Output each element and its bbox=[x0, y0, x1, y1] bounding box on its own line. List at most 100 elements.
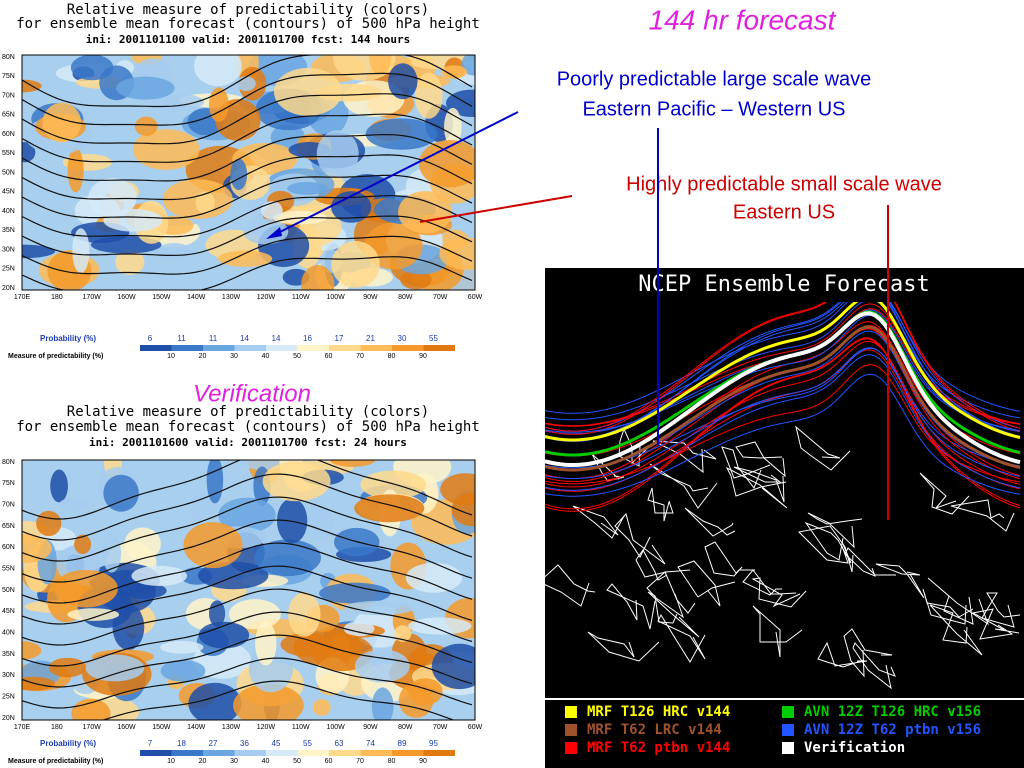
lat-label: 55N bbox=[2, 566, 15, 573]
annotation: Highly predictable small scale wave bbox=[626, 173, 942, 195]
height-contour bbox=[22, 542, 473, 604]
panel-title: Relative measure of predictability (colo… bbox=[67, 2, 429, 18]
lon-label: 90W bbox=[363, 294, 378, 301]
lon-label: 180 bbox=[51, 294, 63, 301]
legend-swatch bbox=[565, 742, 577, 754]
map bbox=[22, 460, 475, 720]
height-contour bbox=[22, 473, 473, 541]
predictability-patch bbox=[388, 63, 418, 100]
probability-value: 89 bbox=[398, 739, 407, 748]
colorbar-cell bbox=[266, 345, 298, 351]
legend-label: MRF T62 ptbn v144 bbox=[587, 740, 730, 756]
colorbar-cell bbox=[360, 750, 392, 756]
predictability-patch bbox=[261, 201, 283, 220]
predictability-patch bbox=[330, 460, 376, 467]
lat-label: 25N bbox=[2, 694, 15, 701]
map-frame bbox=[21, 459, 476, 721]
probability-value: 55 bbox=[429, 334, 438, 343]
predictability-patch bbox=[217, 250, 273, 267]
lon-label: 140W bbox=[187, 724, 206, 731]
coastline bbox=[843, 628, 893, 678]
predictability-patch bbox=[195, 191, 215, 214]
lon-label: 160W bbox=[117, 724, 136, 731]
lat-label: 60N bbox=[2, 131, 15, 138]
predictability-patch bbox=[369, 55, 392, 75]
colorbar-cell bbox=[392, 750, 424, 756]
coastline bbox=[733, 466, 785, 503]
colorbar-cell bbox=[423, 345, 455, 351]
measure-value: 60 bbox=[325, 758, 333, 765]
predictability-patch bbox=[132, 129, 200, 170]
predictability-patch bbox=[198, 561, 269, 590]
lon-label: 100W bbox=[326, 294, 345, 301]
height-contour bbox=[22, 496, 473, 562]
ensemble-contour bbox=[545, 314, 1021, 433]
colorbar-cell bbox=[266, 750, 298, 756]
pointer bbox=[271, 111, 519, 237]
coastline bbox=[677, 560, 736, 607]
coastline bbox=[646, 571, 696, 619]
ensemble-contour bbox=[545, 373, 1021, 497]
predictability-patch bbox=[183, 522, 243, 569]
probability-value: 18 bbox=[177, 739, 186, 748]
lon-label: 120W bbox=[257, 294, 276, 301]
predictability-patch bbox=[156, 242, 192, 261]
measure-value: 60 bbox=[325, 353, 333, 360]
coastline bbox=[981, 592, 1021, 628]
coastline bbox=[795, 425, 851, 471]
predictability-patch bbox=[124, 527, 161, 561]
height-contour bbox=[22, 93, 473, 145]
predictability-patch bbox=[273, 67, 343, 116]
ensemble-contour bbox=[545, 354, 1021, 491]
predictability-patch bbox=[331, 240, 380, 288]
ensemble-title: NCEP Ensemble Forecast bbox=[638, 272, 929, 297]
ensemble-contour bbox=[545, 302, 1021, 432]
predictability-patch bbox=[218, 497, 276, 533]
predictability-patch bbox=[440, 473, 475, 506]
lat-label: 45N bbox=[2, 189, 15, 196]
predictability-patch bbox=[67, 608, 120, 621]
legend-label: MRF T62 LRC v144 bbox=[587, 722, 722, 738]
measure-value: 80 bbox=[388, 758, 396, 765]
lon-label: 60W bbox=[468, 724, 483, 731]
measure-value: 10 bbox=[167, 758, 175, 765]
measure-label: Measure of predictability (%) bbox=[8, 758, 103, 765]
predictability-patch bbox=[103, 474, 139, 512]
measure-value: 90 bbox=[419, 758, 427, 765]
coastline bbox=[635, 549, 691, 581]
probability-value: 14 bbox=[240, 334, 249, 343]
predictability-patch bbox=[58, 497, 89, 512]
predictability-patch bbox=[288, 592, 321, 637]
predictability-patch bbox=[131, 565, 188, 586]
height-contour bbox=[22, 588, 473, 646]
coastline bbox=[950, 499, 1015, 532]
ensemble-contour bbox=[545, 347, 1021, 479]
colorbar-cell bbox=[203, 750, 235, 756]
lat-label: 65N bbox=[2, 112, 15, 119]
lon-label: 170E bbox=[14, 294, 31, 301]
lon-label: 100W bbox=[326, 724, 345, 731]
predictability-patch bbox=[431, 643, 475, 690]
colorbar-cell bbox=[234, 345, 266, 351]
height-contour bbox=[22, 134, 473, 182]
lon-label: 150W bbox=[152, 294, 171, 301]
measure-value: 70 bbox=[356, 353, 364, 360]
predictability-patch bbox=[22, 641, 42, 660]
predictability-patch bbox=[134, 116, 158, 136]
lon-label: 110W bbox=[292, 724, 310, 731]
probability-value: 11 bbox=[209, 334, 218, 343]
measure-value: 30 bbox=[230, 353, 238, 360]
coastline bbox=[704, 541, 755, 577]
predictability-patch bbox=[360, 470, 427, 500]
lon-label: 130W bbox=[222, 724, 241, 731]
colorbar-cell bbox=[423, 750, 455, 756]
measure-value: 30 bbox=[230, 758, 238, 765]
predictability-patch bbox=[303, 504, 334, 543]
legend-swatch bbox=[565, 706, 577, 718]
lon-label: 140W bbox=[187, 294, 206, 301]
predictability-patch bbox=[255, 621, 277, 666]
probability-value: 14 bbox=[272, 334, 281, 343]
panel-title: for ensemble mean forecast (contours) of… bbox=[16, 16, 480, 32]
predictability-patch bbox=[440, 65, 468, 79]
lat-label: 25N bbox=[2, 266, 15, 273]
